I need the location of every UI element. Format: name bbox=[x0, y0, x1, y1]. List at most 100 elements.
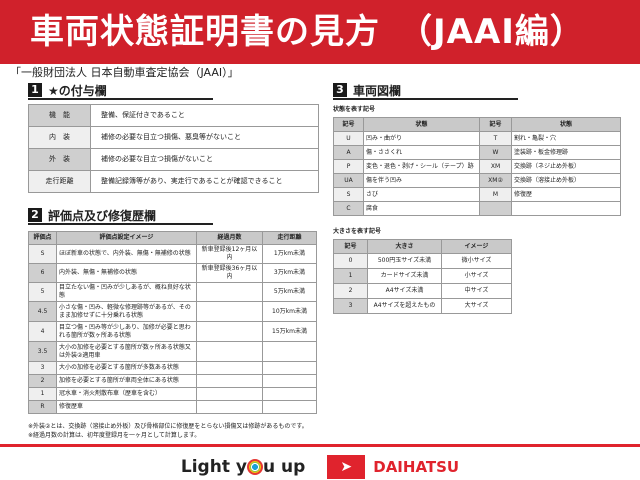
table-cell: 補修の必要な目立つ損傷、悪臭等がないこと bbox=[90, 126, 319, 149]
table-cell: 500円玉サイズ未満 bbox=[367, 253, 442, 269]
table-header: 記号 大きさ イメージ bbox=[333, 239, 512, 254]
table-cell: 大サイズ bbox=[441, 298, 512, 314]
table-cell: 15万km未満 bbox=[262, 321, 317, 342]
issuer-subtitle: 「一般財団法人 日本自動車査定協会（JAAI）」 bbox=[10, 66, 239, 79]
table-cell: 大きさ bbox=[367, 239, 442, 254]
table-cell: 大小の加修を必要とする箇所が数ヶ所ある状態又は外装②適用車 bbox=[56, 341, 197, 362]
table-cell: S bbox=[28, 244, 57, 264]
table-cell: 変色・退色・剥げ・シール（テープ）跡 bbox=[363, 159, 480, 174]
table-cell: 塗装跡・板金修理跡 bbox=[511, 145, 621, 160]
table-cell: R bbox=[28, 400, 57, 414]
table-cell: 凹み・曲がり bbox=[363, 131, 480, 146]
table-cell: 機 能 bbox=[28, 104, 91, 127]
table-row: 機 能整備、保証付きであること bbox=[28, 104, 319, 127]
table-row: 3 大小の加修を必要とする箇所が多数ある状態 bbox=[28, 361, 317, 375]
table-cell: A bbox=[333, 145, 364, 160]
table-cell: 微小サイズ bbox=[441, 253, 512, 269]
table-cell: 割れ・亀裂・穴 bbox=[511, 131, 621, 146]
table-row: 6 内外装、無傷・無補修の状態 新車登録後36ヶ月以内 3万km未満 bbox=[28, 263, 317, 283]
table-cell bbox=[262, 361, 317, 375]
table-row: 3.5 大小の加修を必要とする箇所が数ヶ所ある状態又は外装②適用車 bbox=[28, 341, 317, 362]
table-cell: S bbox=[333, 187, 364, 202]
table-cell: 修復歴車 bbox=[56, 400, 197, 414]
table-cell: 評価点 bbox=[28, 231, 57, 245]
slogan-text: u up bbox=[262, 457, 306, 477]
footnote: ※経過月数の計算は、初年度登録月を一ヶ月として計算します。 bbox=[28, 432, 201, 439]
table-cell: 3.5 bbox=[28, 341, 57, 362]
table-cell: 腐食 bbox=[363, 201, 480, 216]
table-row: 3 A4サイズを超えたもの 大サイズ bbox=[333, 298, 512, 314]
table-cell: 大小の加修を必要とする箇所が多数ある状態 bbox=[56, 361, 197, 375]
table-row: 4.5 小さな傷・凹み、軽微な修理跡等があるが、そのまま加修せずに十分乗れる状態 1… bbox=[28, 301, 317, 322]
table-cell: 3 bbox=[28, 361, 57, 375]
table-cell bbox=[511, 201, 621, 216]
table-cell: 4 bbox=[28, 321, 57, 342]
table-cell: 内 装 bbox=[28, 126, 91, 149]
table-cell: P bbox=[333, 159, 364, 174]
table-cell: 目立つ傷・凹み等が少しあり、加修が必要と思われる箇所が数ヶ所ある状態 bbox=[56, 321, 197, 342]
section1-heading: 1 ★の付与欄 bbox=[28, 82, 213, 100]
table-cell bbox=[196, 321, 263, 342]
size-symbols-table: 記号 大きさ イメージ 0 500円玉サイズ未満 微小サイズ 1 カードサイズ未満 小サイズ 2 A… bbox=[333, 239, 512, 314]
daihatsu-d-icon: ➤ bbox=[327, 455, 366, 479]
table-cell: 1万km未満 bbox=[262, 244, 317, 264]
table-cell: U bbox=[333, 131, 364, 146]
table-cell: 評価点設定イメージ bbox=[56, 231, 197, 245]
table-cell: 記号 bbox=[479, 117, 512, 132]
star-table: 機 能整備、保証付きであること内 装補修の必要な目立つ損傷、悪臭等がないこと外 … bbox=[28, 104, 319, 193]
table-cell bbox=[196, 374, 263, 388]
table-cell: 走行距離 bbox=[28, 170, 91, 193]
table-cell: 外 装 bbox=[28, 148, 91, 171]
table-cell: 状態 bbox=[511, 117, 621, 132]
table-cell: A4サイズを超えたもの bbox=[367, 298, 442, 314]
section-number: 3 bbox=[333, 83, 347, 97]
table-cell: イメージ bbox=[441, 239, 512, 254]
table-cell bbox=[196, 341, 263, 362]
rainbow-o-icon bbox=[246, 459, 263, 475]
section-title: 車両図欄 bbox=[353, 83, 402, 98]
table-cell: 交換跡（溶接止め外板） bbox=[511, 173, 621, 188]
table-row: P 変色・退色・剥げ・シール（テープ）跡 XM 交換跡（ネジ止め外板） bbox=[333, 159, 621, 174]
table-cell: 5万km未満 bbox=[262, 282, 317, 302]
table-row: 1 カードサイズ未満 小サイズ bbox=[333, 268, 512, 284]
table-row: 2 加修を必要とする箇所が車両全体にある状態 bbox=[28, 374, 317, 388]
table-cell: 6 bbox=[28, 263, 57, 283]
brand-name: DAIHATSU bbox=[373, 458, 460, 476]
section-title: 評価点及び修復歴欄 bbox=[48, 208, 157, 223]
slogan-logo: Light y u up bbox=[181, 457, 305, 477]
table-cell bbox=[196, 361, 263, 375]
daihatsu-logo: ➤ DAIHATSU bbox=[327, 455, 459, 479]
table-row: 1 冠水車・消火剤散布車（歴車を含む） bbox=[28, 387, 317, 401]
table-cell: UA bbox=[333, 173, 364, 188]
table-cell: 整備、保証付きであること bbox=[90, 104, 319, 127]
table-cell bbox=[262, 341, 317, 362]
table-cell: A4サイズ未満 bbox=[367, 283, 442, 299]
table-row: 走行距離 整備記録簿等があり、実走行であることが確認できること bbox=[28, 170, 319, 193]
table-row: 外 装補修の必要な目立つ損傷がないこと bbox=[28, 148, 319, 171]
table-cell bbox=[262, 400, 317, 414]
table-cell: 修復歴 bbox=[511, 187, 621, 202]
section3-heading: 3 車両図欄 bbox=[333, 82, 518, 100]
table-cell: 加修を必要とする箇所が車両全体にある状態 bbox=[56, 374, 197, 388]
table-cell: 冠水車・消火剤散布車（歴車を含む） bbox=[56, 387, 197, 401]
table-cell: 補修の必要な目立つ損傷がないこと bbox=[90, 148, 319, 171]
table-cell: 経過月数 bbox=[196, 231, 263, 245]
table-cell: 新車登録後36ヶ月以内 bbox=[196, 263, 263, 283]
grade-table: 評価点 評価点設定イメージ 経過月数 走行距離 S ほぼ新車の状態で、内外装、無傷・無補修… bbox=[28, 231, 317, 414]
table-cell bbox=[196, 301, 263, 322]
section-number: 2 bbox=[28, 208, 42, 222]
table-cell: ほぼ新車の状態で、内外装、無傷・無補修の状態 bbox=[56, 244, 197, 264]
table-row: C 腐食 bbox=[333, 201, 621, 216]
table-cell: 新車登録後12ヶ月以内 bbox=[196, 244, 263, 264]
table-cell: 傷を伴う凹み bbox=[363, 173, 480, 188]
table-row: 0 500円玉サイズ未満 微小サイズ bbox=[333, 253, 512, 269]
table-cell bbox=[479, 201, 512, 216]
right-column: 3 車両図欄 状態を表す記号 記号 状態 記号 状態 U 凹み・曲がり T 割れ・亀裂・穴 A 傷・… bbox=[333, 82, 621, 414]
table-header: 評価点 評価点設定イメージ 経過月数 走行距離 bbox=[28, 231, 317, 245]
table-cell bbox=[196, 282, 263, 302]
table-cell: 記号 bbox=[333, 117, 364, 132]
table-cell bbox=[196, 400, 263, 414]
content-columns: 1 ★の付与欄 機 能整備、保証付きであること内 装補修の必要な目立つ損傷、悪臭等… bbox=[0, 82, 640, 414]
table-cell: 小さな傷・凹み、軽微な修理跡等があるが、そのまま加修せずに十分乗れる状態 bbox=[56, 301, 197, 322]
table-cell bbox=[262, 387, 317, 401]
